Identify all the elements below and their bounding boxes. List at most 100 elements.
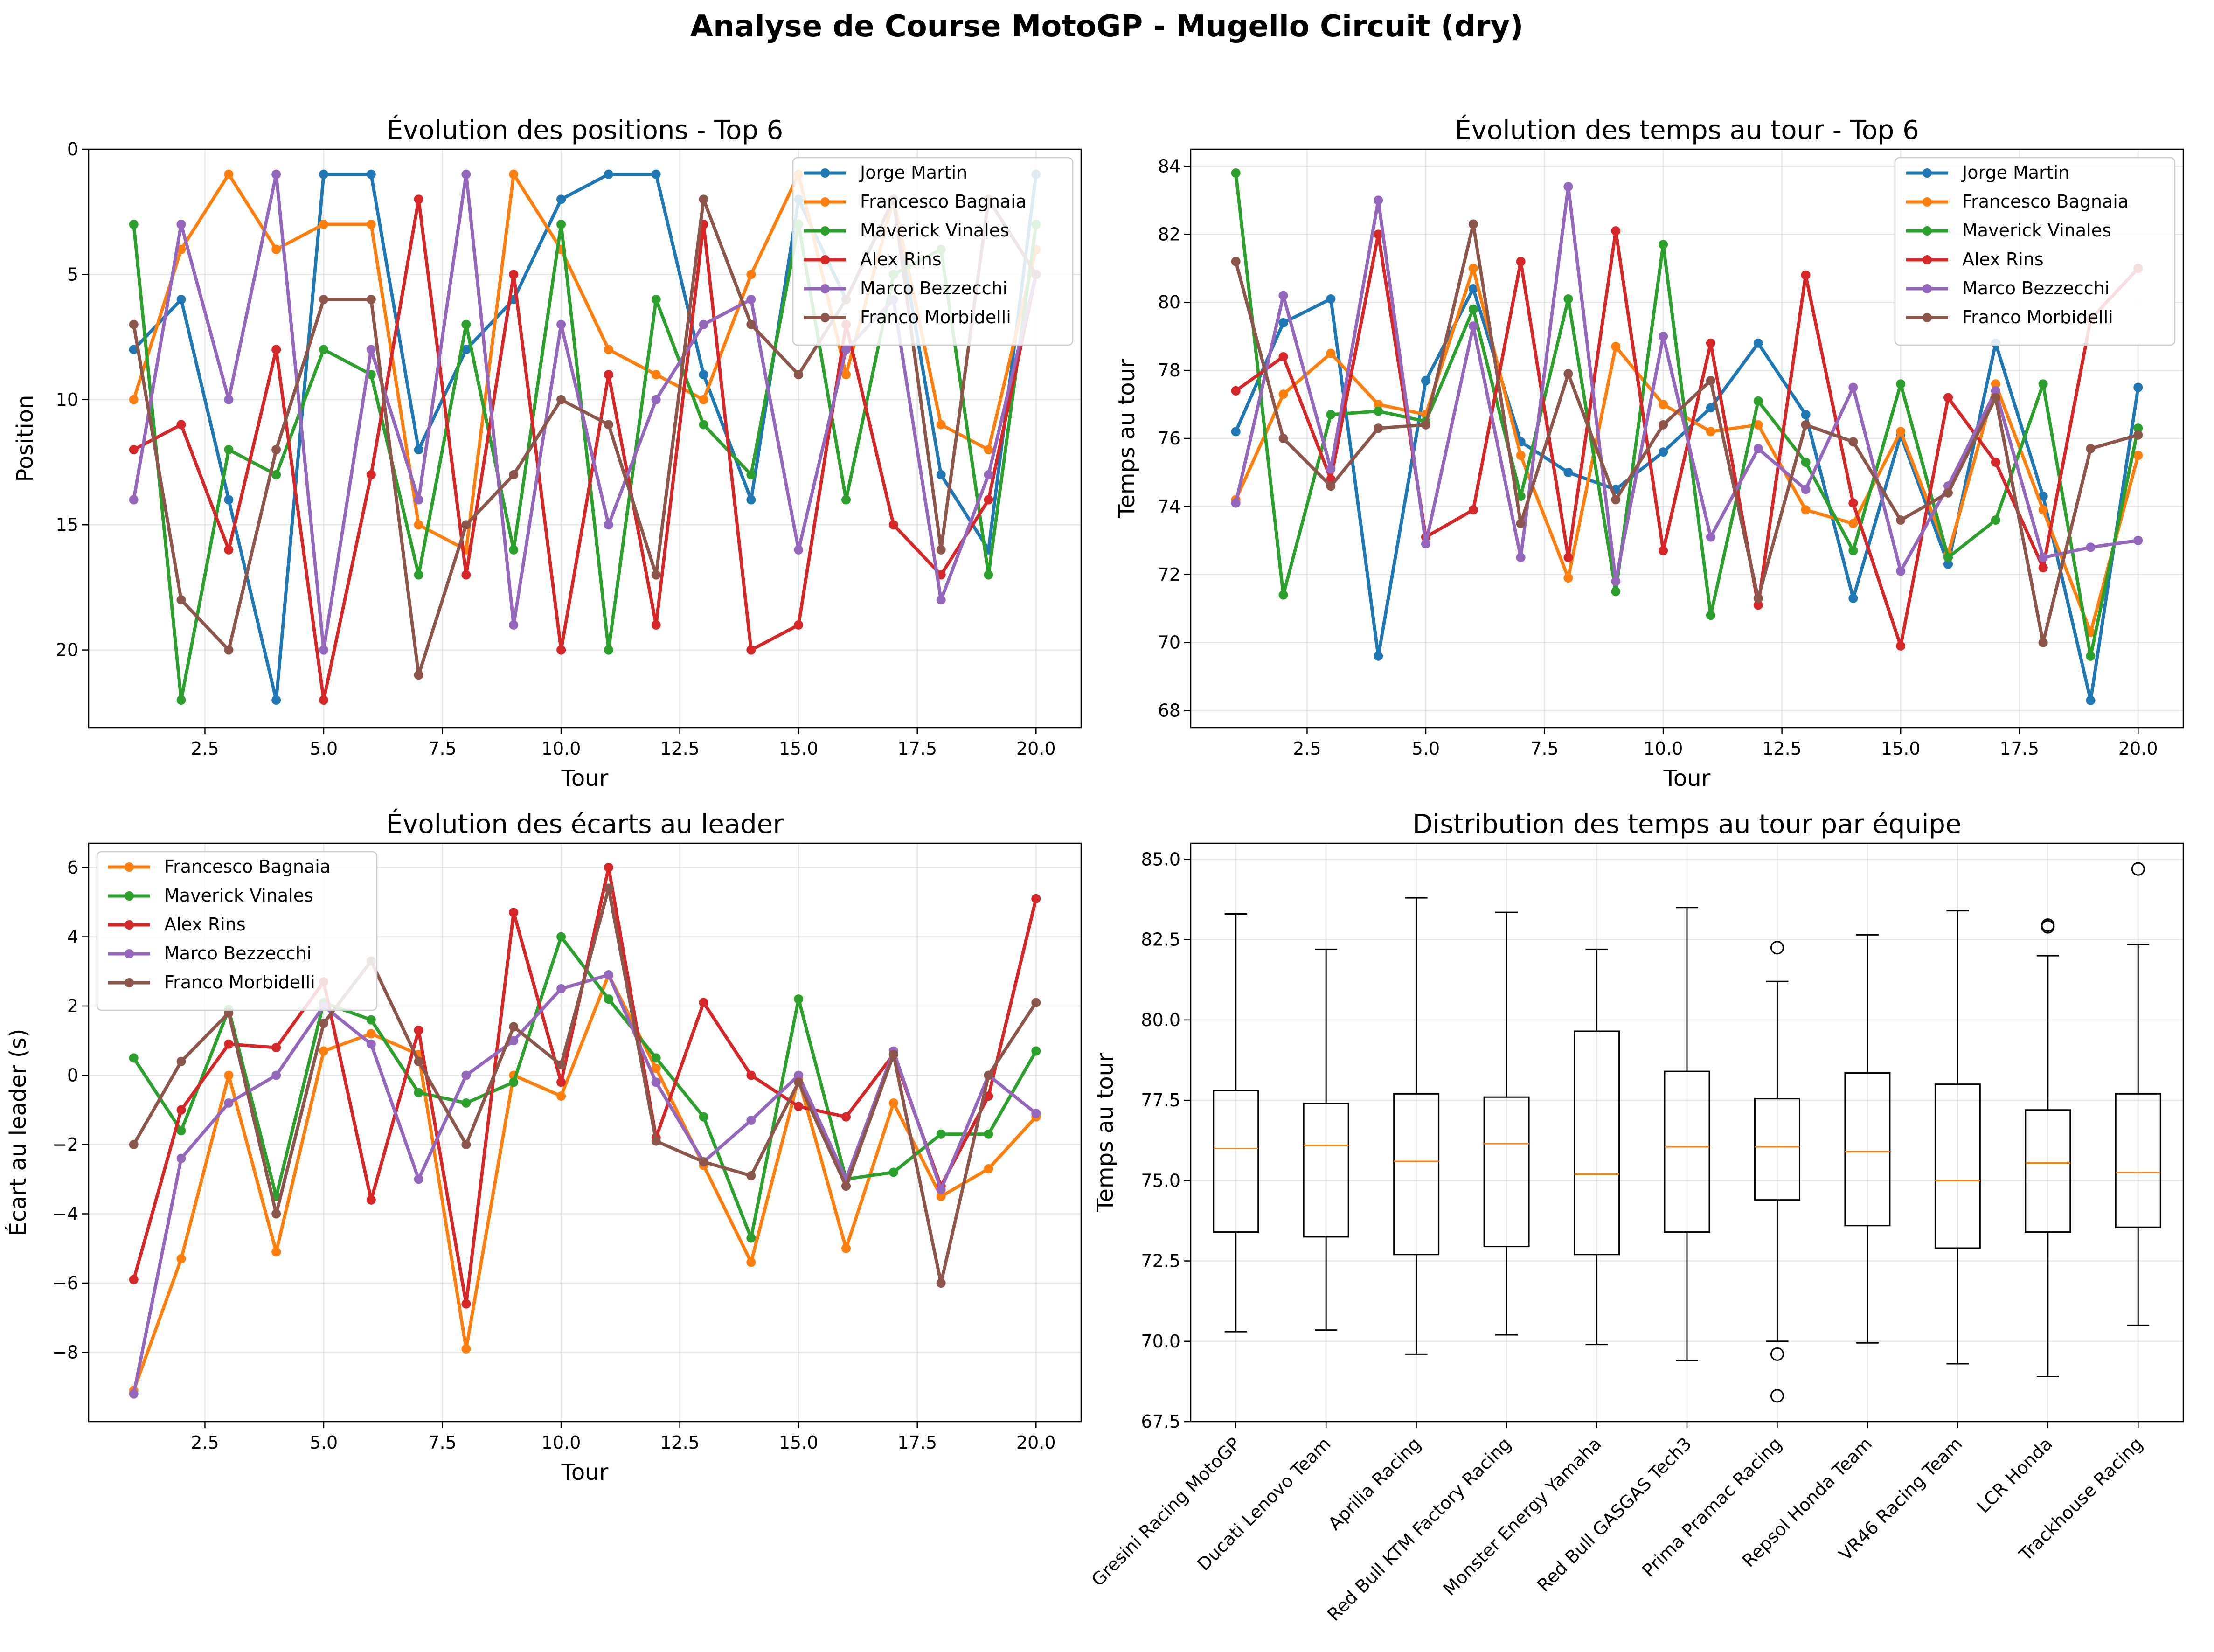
data-point <box>746 1116 756 1125</box>
x-tick-label: 10.0 <box>541 738 581 759</box>
x-tick-label: 20.0 <box>1016 738 1056 759</box>
data-point <box>604 994 613 1004</box>
data-point <box>271 445 281 455</box>
data-point <box>1991 379 2000 389</box>
data-point <box>319 1019 328 1028</box>
data-point <box>2133 535 2143 545</box>
figure-suptitle: Analyse de Course MotoGP - Mugello Circu… <box>690 9 1524 44</box>
data-point <box>2086 444 2096 453</box>
legend-marker <box>820 226 830 236</box>
data-point <box>319 220 328 229</box>
data-point <box>1231 386 1241 396</box>
data-point <box>319 645 328 655</box>
data-point <box>841 495 851 505</box>
legend-marker <box>125 978 134 987</box>
data-point <box>2038 553 2048 562</box>
data-point <box>1659 240 1668 250</box>
data-point <box>1563 573 1573 583</box>
data-point <box>1374 423 1383 433</box>
data-point <box>319 295 328 305</box>
data-point <box>556 1077 566 1087</box>
data-point <box>414 520 423 530</box>
data-point <box>1516 553 1526 562</box>
iqr-box <box>1393 1093 1440 1256</box>
x-tick-label: 5.0 <box>310 738 338 759</box>
data-point <box>271 1070 281 1080</box>
data-point <box>129 319 139 329</box>
series-line <box>1234 229 2140 648</box>
legend-label: Francesco Bagnaia <box>1962 191 2129 212</box>
data-point <box>746 319 756 329</box>
data-point <box>604 883 613 893</box>
data-point <box>651 1077 661 1087</box>
x-tick-label: 15.0 <box>779 738 819 759</box>
data-point <box>1374 651 1383 661</box>
data-point <box>1896 515 1906 525</box>
y-tick-label: −4 <box>52 1203 78 1224</box>
data-point <box>509 169 519 179</box>
panel-title: Évolution des positions - Top 6 <box>387 115 784 146</box>
category-label: Aprilia Racing <box>1324 1433 1425 1534</box>
legend-label: Marco Bezzecchi <box>860 278 1007 298</box>
data-point <box>1943 559 1953 569</box>
y-tick-label: 67.5 <box>1141 1411 1180 1432</box>
data-point <box>1659 332 1668 341</box>
data-point <box>1516 451 1526 460</box>
data-point <box>1848 519 1858 528</box>
data-point <box>509 1022 519 1032</box>
data-point <box>1563 294 1573 304</box>
data-point <box>366 1029 376 1039</box>
data-point <box>984 570 993 580</box>
data-point <box>651 1053 661 1063</box>
series-line <box>132 197 1038 702</box>
x-tick-label: 20.0 <box>2118 738 2158 759</box>
data-point <box>176 595 186 605</box>
x-tick-label: 7.5 <box>428 738 456 759</box>
data-point <box>936 595 946 605</box>
y-tick-label: 76 <box>1158 428 1180 449</box>
y-tick-label: −8 <box>52 1342 78 1362</box>
y-tick-label: 5 <box>67 264 78 285</box>
data-point <box>699 370 708 380</box>
data-point <box>984 470 993 479</box>
data-point <box>1659 420 1668 430</box>
legend-marker <box>820 168 830 178</box>
y-tick-label: −6 <box>52 1273 78 1293</box>
x-tick-label: 15.0 <box>779 1432 819 1453</box>
x-tick-label: 7.5 <box>428 1432 456 1453</box>
data-point <box>1896 641 1906 651</box>
data-point <box>224 645 234 655</box>
data-point <box>176 1126 186 1136</box>
iqr-box <box>1934 1083 1981 1249</box>
data-point <box>984 495 993 505</box>
data-point <box>271 1209 281 1219</box>
data-point <box>2133 382 2143 392</box>
data-point <box>176 420 186 430</box>
data-point <box>224 1039 234 1049</box>
legend-label: Alex Rins <box>164 914 246 935</box>
box-group <box>1664 907 1710 1361</box>
data-point <box>699 319 708 329</box>
data-point <box>1611 226 1621 236</box>
y-tick-label: 85.0 <box>1141 849 1180 869</box>
y-tick-label: 82.5 <box>1141 930 1180 950</box>
data-point <box>271 244 281 254</box>
data-point <box>1278 590 1288 600</box>
legend-marker <box>1923 255 1932 264</box>
data-point <box>414 570 423 580</box>
y-tick-label: 6 <box>67 857 78 878</box>
data-point <box>366 220 376 229</box>
data-point <box>509 1036 519 1046</box>
data-point <box>1563 553 1573 562</box>
data-point <box>1563 182 1573 192</box>
data-point <box>699 1157 708 1167</box>
data-point <box>984 445 993 455</box>
data-point <box>224 395 234 404</box>
legend-label: Maverick Vinales <box>164 885 313 906</box>
data-point <box>509 908 519 917</box>
data-point <box>271 695 281 705</box>
data-point <box>1848 382 1858 392</box>
x-tick-label: 17.5 <box>1999 738 2039 759</box>
data-point <box>461 570 471 580</box>
